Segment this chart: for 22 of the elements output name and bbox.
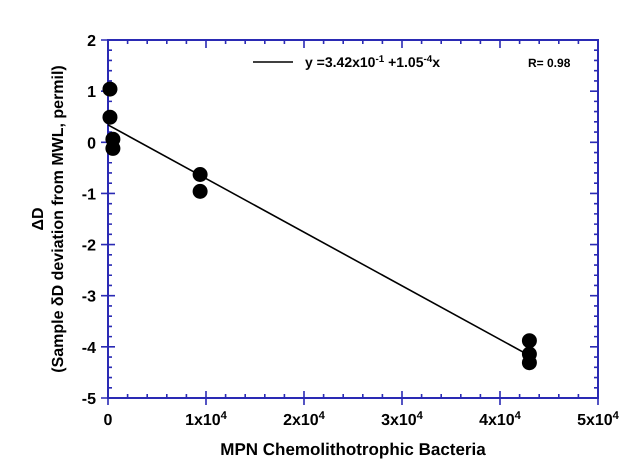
x-tick-label: 4x10$^{4}$ [479,410,522,429]
x-tick-label: 3x10$^{4}$ [381,410,424,429]
x-axis-title: MPN Chemolithotrophic Bacteria [220,440,486,459]
point [102,82,118,97]
point [192,184,208,199]
y-tick-label: 0 [87,135,96,152]
y-tick-label: -4 [82,340,96,357]
x-tick-label: 5x10$^{4}$ [577,410,620,429]
y-tick-label: -2 [82,238,96,255]
y-axis-title: ΔD (Sample δD deviation from MWL, permil) [30,65,67,373]
x-tick-label: 0 [104,412,113,429]
y-tick-label: 1 [87,84,96,102]
annotation: R= 0.98 [528,56,571,70]
x-tick-label: 2x10$^{4}$ [283,410,326,429]
y-tick-label: -5 [82,391,96,408]
legend-label: y =3.42x10$^{-1}$ +1.05$^{-4}$x [305,54,440,70]
y-tick-label: 2 [87,33,96,50]
x-tick-label: 1x10$^{4}$ [185,410,228,429]
point [102,110,118,125]
point [522,333,537,348]
y-tick-label: -3 [82,288,96,306]
y-tick-label: -1 [82,186,96,204]
